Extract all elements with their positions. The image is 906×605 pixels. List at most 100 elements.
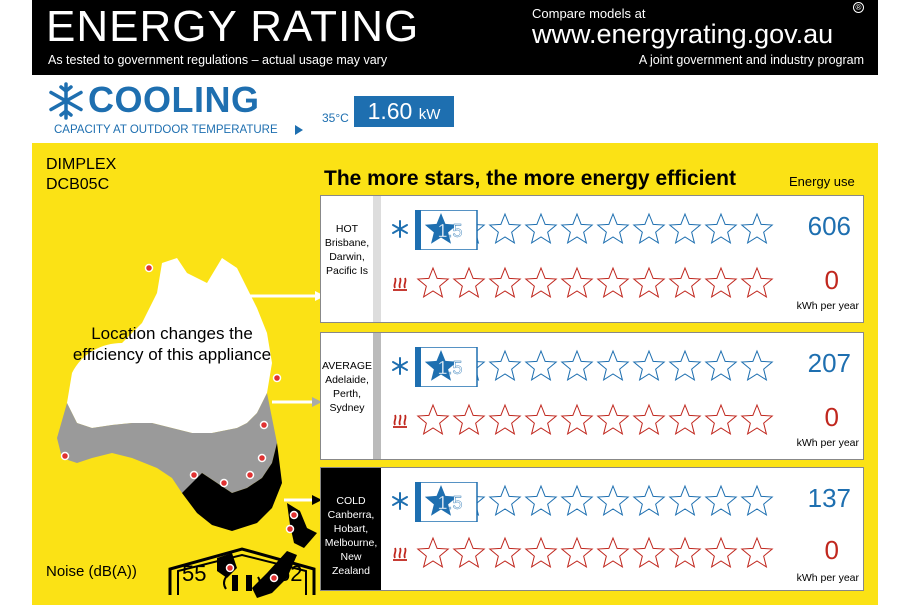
star-outline <box>452 403 486 436</box>
star-outline <box>596 536 630 569</box>
registered-mark: ® <box>853 2 864 13</box>
star-outline <box>704 484 738 517</box>
star-outline <box>740 536 774 569</box>
star-rating-value: 1.5 <box>437 221 462 241</box>
brand-name: DIMPLEX <box>46 156 117 173</box>
australia-nz-map <box>57 258 325 598</box>
cooling-subtitle: CAPACITY AT OUTDOOR TEMPERATURE <box>54 124 278 136</box>
cooling-star-row: 1.5 <box>391 347 774 387</box>
star-outline <box>704 349 738 382</box>
star-outline <box>560 403 594 436</box>
star-outline <box>416 266 450 299</box>
label-title: ENERGY RATING <box>46 2 420 51</box>
star-outline <box>668 212 702 245</box>
star-outline <box>740 403 774 436</box>
star-outline <box>632 266 666 299</box>
star-rating-value: 1.5 <box>437 493 462 513</box>
cooling-star-row: 1.5 <box>391 482 774 522</box>
heating-star-row <box>391 534 774 574</box>
star-outline <box>704 266 738 299</box>
star-outline <box>524 349 558 382</box>
zone-label-cold: COLD Canberra, Hobart, Melbourne, New Ze… <box>321 468 381 590</box>
zone-title: AVERAGE <box>322 360 372 372</box>
tagline: The more stars, the more energy efficien… <box>324 167 736 190</box>
star-outline <box>488 403 522 436</box>
star-outline <box>668 536 702 569</box>
zone-title: COLD <box>336 495 366 507</box>
star-outline <box>524 403 558 436</box>
star-outline <box>452 266 486 299</box>
capacity-value: 1.60 <box>367 98 413 124</box>
star-outline <box>704 536 738 569</box>
capacity-unit: kW <box>418 106 441 123</box>
heating-stars <box>416 403 774 436</box>
star-outline <box>740 212 774 245</box>
heating-energy-use: 0 <box>824 535 839 565</box>
house-icon <box>168 547 316 595</box>
star-rating-value: 1.5 <box>437 358 462 378</box>
zone-panel-cold: COLD Canberra, Hobart, Melbourne, New Ze… <box>320 467 864 591</box>
energy-unit: kWh per year <box>796 300 859 312</box>
star-outline <box>632 536 666 569</box>
rating-box-edge <box>415 210 421 250</box>
snowflake-icon <box>392 492 408 510</box>
program-text: A joint government and industry program <box>638 53 864 67</box>
heating-star-row <box>391 401 774 441</box>
heat-waves-icon <box>393 547 407 561</box>
star-outline <box>524 536 558 569</box>
noise-indoor-value: 55 <box>182 561 207 586</box>
star-outline <box>560 266 594 299</box>
star-outline <box>560 484 594 517</box>
heating-stars <box>416 266 774 299</box>
star-outline <box>488 349 522 382</box>
model-number: DCB05C <box>46 176 110 193</box>
map-caption: Location changes the efficiency of this … <box>72 324 272 364</box>
star-outline <box>488 484 522 517</box>
outdoor-temperature: 35°C <box>322 111 349 125</box>
star-outline <box>488 212 522 245</box>
cooling-stars: 1.5 <box>415 347 774 387</box>
star-outline <box>668 349 702 382</box>
energy-unit: kWh per year <box>796 437 859 449</box>
cooling-capacity-bar: COOLING CAPACITY AT OUTDOOR TEMPERATURE … <box>32 75 878 143</box>
cooling-energy-use: 207 <box>807 348 851 378</box>
star-outline <box>740 266 774 299</box>
star-outline <box>704 403 738 436</box>
snowflake-icon <box>392 357 408 375</box>
star-outline <box>704 212 738 245</box>
star-outline <box>524 266 558 299</box>
star-outline <box>668 484 702 517</box>
energy-rating-label: ENERGY RATING As tested to government re… <box>32 0 878 605</box>
cooling-stars: 1.5 <box>415 210 774 250</box>
star-outline <box>524 484 558 517</box>
star-outline <box>632 484 666 517</box>
noise-label: Noise (dB(A)) <box>46 563 137 580</box>
energy-use-header: Energy use <box>789 174 855 189</box>
noise-outdoor-value: 62 <box>278 561 303 586</box>
star-outline <box>596 266 630 299</box>
website-link[interactable]: www.energyrating.gov.au <box>532 19 834 49</box>
star-outline <box>596 349 630 382</box>
star-outline <box>596 212 630 245</box>
label-subtitle: As tested to government regulations – ac… <box>48 53 388 67</box>
star-filled <box>424 350 458 381</box>
heating-star-row <box>391 264 774 304</box>
heating-energy-use: 0 <box>824 402 839 432</box>
header-bar: ENERGY RATING As tested to government re… <box>32 0 878 75</box>
cooling-energy-use: 137 <box>807 483 851 513</box>
star-outline <box>632 212 666 245</box>
rating-box-edge <box>415 347 421 387</box>
star-outline <box>596 403 630 436</box>
star-filled <box>424 213 458 244</box>
star-outline <box>740 484 774 517</box>
star-outline <box>668 266 702 299</box>
arrow-right-icon <box>295 125 303 135</box>
zone-label-average: AVERAGE Adelaide, Perth, Sydney <box>321 333 381 459</box>
star-filled <box>424 485 458 516</box>
star-outline <box>452 536 486 569</box>
cooling-stars: 1.5 <box>415 482 774 522</box>
snowflake-icon <box>392 220 408 238</box>
zone-panel-average: AVERAGE Adelaide, Perth, Sydney 1.5 207 … <box>320 332 864 460</box>
snowflake-icon <box>49 82 83 120</box>
star-outline <box>488 266 522 299</box>
